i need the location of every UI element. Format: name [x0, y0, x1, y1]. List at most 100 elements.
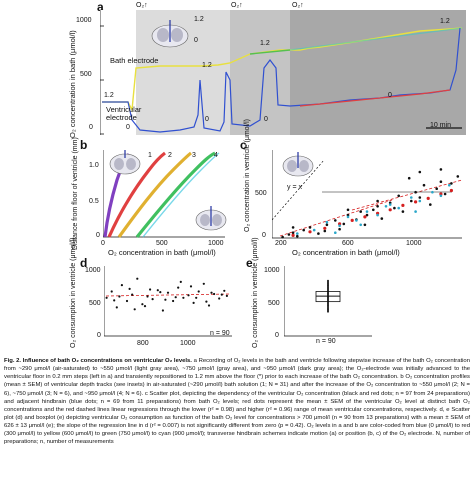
scatter-point — [287, 233, 291, 236]
scatter-point — [161, 309, 164, 312]
scatter-point — [296, 232, 299, 235]
scatter-point — [422, 183, 426, 187]
depth-label-7: 1.2 — [440, 18, 450, 25]
depth-label-6: 0 — [264, 116, 268, 123]
caption-lead: Fig. 2. — [4, 358, 22, 364]
identity-line — [272, 159, 325, 221]
scatter-point — [376, 199, 379, 203]
depth-label-4: 0 — [205, 116, 209, 123]
depth-label-3: 1.2 — [202, 62, 212, 69]
scatter-point — [133, 308, 136, 311]
scatter-point — [439, 168, 443, 171]
panel-b-xtick-0: 0 — [101, 240, 105, 247]
panel-d-n-label: n = 90 — [210, 330, 230, 337]
scatter-point — [207, 304, 211, 307]
scatter-point — [291, 231, 295, 234]
scatter-point — [401, 210, 405, 213]
depth-label-1: 1.2 — [104, 92, 114, 99]
panel-c-xtick-200: 200 — [275, 240, 287, 247]
scatter-point — [346, 213, 350, 217]
scatter-point — [205, 300, 208, 303]
panel-e-ytick-500: 500 — [268, 300, 280, 307]
scatter-point — [397, 206, 400, 210]
scatter-point — [323, 226, 327, 230]
scatter-point — [146, 295, 149, 298]
scatter-point — [414, 200, 418, 204]
panel-d-xtick-1000: 1000 — [180, 340, 196, 347]
scatter-point — [179, 280, 182, 283]
panel-d-letter: d — [80, 256, 88, 270]
scatter-point — [435, 187, 438, 190]
scatter-point — [439, 180, 443, 183]
scatter-point — [151, 298, 154, 301]
scatter-points-d — [105, 277, 228, 312]
scatter-point — [210, 291, 213, 294]
scatter-point — [350, 218, 354, 222]
scatter-point — [220, 293, 223, 296]
scatter-point — [388, 208, 392, 212]
panel-c-letter: c — [240, 138, 247, 152]
panel-b-ylabel: Distance from floor of ventricle (mm) — [72, 137, 79, 250]
scatter-point — [302, 228, 305, 232]
regression-line-d — [105, 293, 231, 297]
o2-marker-2: O₂↑ — [231, 2, 243, 9]
trace-number-3: 3 — [192, 152, 196, 159]
depth-label-8: 0 — [388, 92, 392, 99]
regression-line-high — [351, 179, 463, 211]
scatter-point — [431, 190, 434, 194]
scatter-point — [325, 220, 329, 224]
scatter-point — [355, 219, 358, 222]
scatter-point — [115, 306, 118, 309]
scatter-point — [365, 210, 369, 213]
depth-label-2: 0 — [126, 124, 130, 131]
scatter-point — [291, 233, 295, 237]
scatter-point — [443, 192, 447, 196]
scatter-point — [410, 199, 413, 203]
scatter-point — [393, 206, 396, 210]
inset-label-0: 0 — [194, 37, 198, 44]
panel-d-ytick-500: 500 — [89, 300, 101, 307]
scatter-point — [323, 229, 327, 233]
scatter-points-c — [281, 168, 460, 239]
bath-electrode-label: Bath electrode — [110, 56, 159, 65]
scatter-point — [225, 294, 228, 297]
panel-b-xlabel: O₂ concentration in bath (μmol/l) — [108, 248, 216, 257]
regression-line-low — [279, 199, 393, 237]
scatter-point — [365, 213, 369, 217]
trace-number-4: 4 — [214, 152, 218, 159]
inset-label-1-2: 1.2 — [194, 16, 204, 23]
identity-line-label: y = x — [287, 184, 302, 191]
scatter-point — [363, 215, 367, 219]
scatter-point — [110, 290, 113, 293]
scatter-point — [136, 277, 139, 280]
panel-b-xtick-500: 500 — [156, 240, 168, 247]
trace-number-1: 1 — [148, 152, 152, 159]
scatter-point — [450, 182, 453, 185]
scatter-point — [388, 203, 392, 206]
scatter-point — [172, 299, 175, 303]
depth-label-5: 1.2 — [260, 40, 270, 47]
scatter-point — [338, 227, 341, 231]
scatter-point — [131, 293, 134, 296]
scatter-point — [156, 289, 159, 292]
scatter-point — [372, 208, 375, 212]
panel-d-ylabel: O₂ consumption in ventricle (μmol/l) — [70, 237, 77, 348]
scatter-point — [308, 230, 312, 234]
panel-e-chart — [284, 266, 372, 337]
scatter-point — [118, 295, 121, 298]
scatter-point — [334, 231, 337, 234]
hindbrain-inset-b-top — [109, 150, 141, 175]
o2-marker-1: O₂↑ — [136, 2, 148, 9]
scatter-point — [380, 217, 384, 220]
scatter-point — [113, 299, 116, 302]
scatter-point — [401, 203, 405, 207]
scatter-point — [363, 223, 367, 227]
scatter-point — [359, 223, 362, 227]
scatter-point — [456, 175, 460, 178]
scatter-point — [143, 305, 147, 308]
scatter-point — [174, 296, 177, 299]
scatter-point — [384, 205, 388, 208]
scatter-point — [312, 228, 316, 232]
scatter-point — [407, 176, 411, 180]
panel-c-ytick-500: 500 — [255, 190, 267, 197]
